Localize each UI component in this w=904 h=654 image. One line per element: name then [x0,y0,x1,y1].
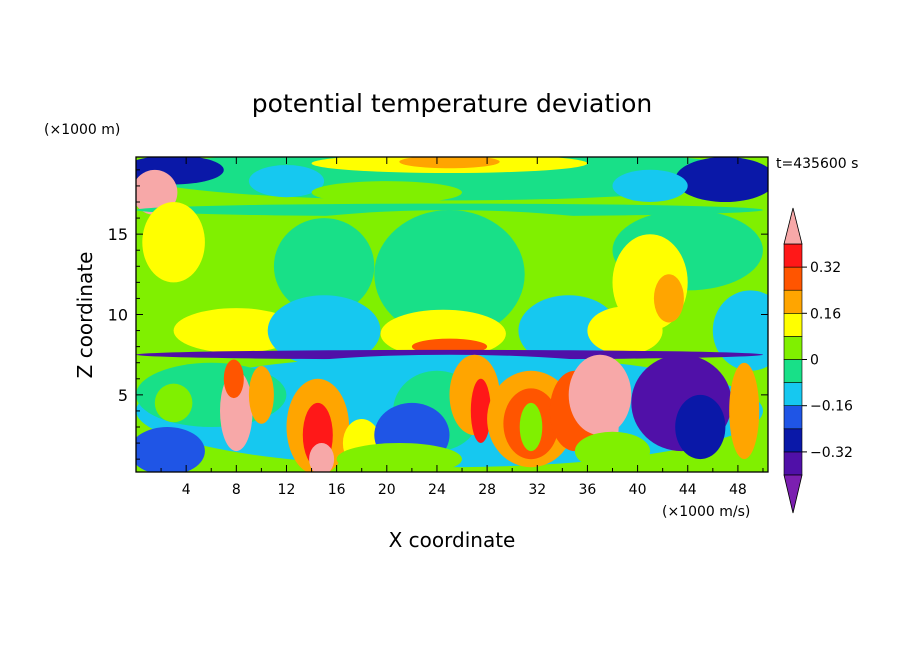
colorbar-tick-label: −0.16 [810,399,853,415]
field-region-40 [519,402,543,452]
colorbar-level-8 [783,289,803,314]
x-tick-label: 16 [328,482,346,498]
colorbar-level-2 [783,428,803,453]
x-axis-title: X coordinate [389,528,516,552]
colorbar-level-6 [783,336,803,360]
field-region-4 [675,157,768,202]
colorbar-level-9 [783,266,803,291]
x-tick-label: 28 [478,482,496,498]
x-tick-label: 48 [729,482,747,498]
y-axis-title: Z coordinate [73,252,97,379]
field-region-11 [374,209,525,339]
field-region-7 [311,181,462,204]
x-tick-label: 36 [579,482,597,498]
field-region-46 [729,362,760,460]
x-tick-label: 8 [232,482,241,498]
field-region-23 [587,306,663,355]
x-tick-label: 12 [278,482,296,498]
y-tick-label: 5 [118,386,128,405]
field-region-37 [470,378,491,443]
y-tick-label: 15 [108,225,128,244]
colorbar: −0.32 −0.16 0 0.16 0.32 [783,207,853,514]
colorbar-level-4 [783,382,803,407]
chart-title: potential temperature deviation [252,89,652,118]
colorbar-tick-label: 0 [810,353,819,369]
y-unit-label: (×1000 m) [44,122,120,138]
y-tick-label: 10 [108,306,128,325]
field-region-6 [248,165,325,198]
colorbar-tick-label: 0.32 [810,260,841,276]
colorbar-lower-extension [783,474,803,514]
field-region-5 [612,169,688,202]
field-region-17 [173,308,299,354]
colorbar-upper-extension [783,207,803,245]
x-tick-label: 24 [428,482,446,498]
field-region-48 [136,427,205,472]
field-region-16 [653,274,684,323]
field-region-30 [223,359,244,399]
field-region-49 [574,431,651,471]
x-tick-label: 32 [528,482,546,498]
field-region-14 [142,202,205,283]
field-region-2 [399,157,500,169]
colorbar-level-5 [783,359,803,383]
x-tick-label: 44 [679,482,697,498]
field-region-34 [309,443,335,472]
x-tick-label: 4 [182,482,191,498]
x-tick-label: 40 [629,482,647,498]
field-region-13 [273,218,375,315]
x-tick-label: 20 [378,482,396,498]
colorbar-tick-label: −0.32 [810,445,853,461]
field-region-50 [336,443,462,472]
field-region-27 [154,383,193,423]
field-region-22 [712,290,768,371]
x-axis: 4 8 12 16 20 24 28 32 36 40 44 48 [160,157,764,498]
colorbar-level-3 [783,405,803,430]
colorbar-level-10 [783,243,803,268]
colorbar-tick-label: 0.16 [810,306,841,322]
x-unit-label: (×1000 m/s) [662,504,750,520]
y-axis: 5 10 15 [108,169,768,460]
field-region-20 [267,295,381,366]
field-region-45 [675,394,726,460]
contour-field [136,157,768,472]
field-region-31 [248,366,274,424]
colorbar-level-1 [783,451,803,476]
colorbar-level-7 [783,312,803,337]
time-label: t=435600 s [776,156,858,172]
field-region-21 [518,295,619,366]
